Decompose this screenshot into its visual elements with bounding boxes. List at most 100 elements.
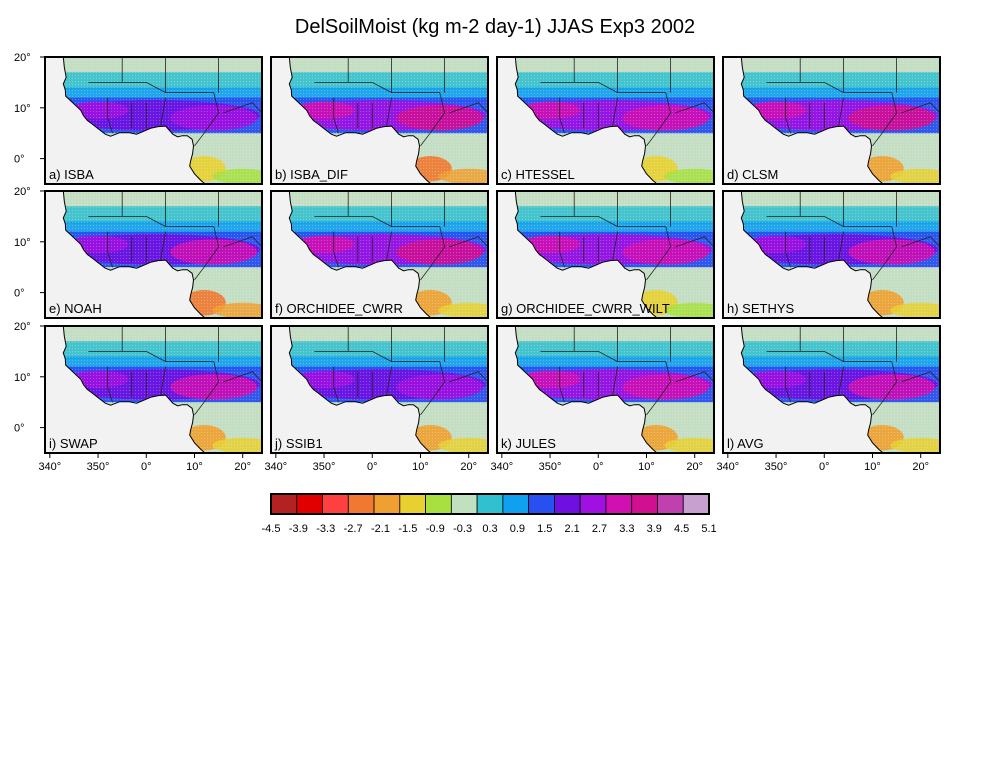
country-border <box>901 371 940 383</box>
country-border <box>646 226 672 281</box>
map-panel: b) ISBA_DIF <box>270 56 489 185</box>
colorbar-swatch <box>554 493 581 515</box>
lat-tick-label: 0° <box>14 423 25 435</box>
colorbar-label: -3.3 <box>316 523 335 535</box>
lat-tick-label: 10° <box>14 372 31 384</box>
country-border <box>766 350 892 363</box>
country-border <box>223 102 262 114</box>
country-border <box>540 350 666 363</box>
coastline <box>62 326 206 453</box>
panel-label: f) ORCHIDEE_CWRR <box>275 301 403 316</box>
lat-tick-label: 10° <box>14 237 31 249</box>
country-border <box>766 82 892 93</box>
country-border <box>160 97 166 126</box>
country-border <box>766 215 892 228</box>
colorbar-label: -4.5 <box>262 523 281 535</box>
panel-frame <box>44 325 263 454</box>
colorbar-label: -2.1 <box>371 523 390 535</box>
lon-tick-label: 350° <box>87 461 110 473</box>
country-border <box>872 92 898 147</box>
panel-label: i) SWAP <box>49 436 98 451</box>
lon-tick-label: 340° <box>264 461 287 473</box>
lon-tick-label: 20° <box>912 461 929 473</box>
lon-tick-label: 340° <box>38 461 61 473</box>
country-border <box>420 226 446 281</box>
panel-frame <box>496 190 715 319</box>
country-border <box>223 371 262 383</box>
colorbar-swatch <box>502 493 530 515</box>
panel-label: h) SETHYS <box>727 301 795 316</box>
country-border <box>449 236 488 248</box>
map-panel: c) HTESSEL <box>496 56 715 185</box>
colorbar-swatch <box>528 493 555 515</box>
colorbar-swatch <box>425 493 452 515</box>
colorbar-swatch <box>270 493 298 515</box>
country-border <box>88 215 214 228</box>
panel-frame <box>270 56 489 185</box>
country-border <box>194 92 220 147</box>
country-border <box>420 92 446 147</box>
colorbar-swatch <box>399 493 426 515</box>
colorbar-label: 0.3 <box>482 523 497 535</box>
colorbar-label: 1.5 <box>537 523 552 535</box>
colorbar-swatch <box>605 493 633 515</box>
country-border <box>646 361 672 416</box>
colorbar-label: -1.5 <box>398 523 417 535</box>
country-border <box>386 97 392 126</box>
panel-label: g) ORCHIDEE_CWRR_WILT <box>501 301 670 316</box>
panel-label: l) AVG <box>727 436 764 451</box>
country-border <box>838 231 844 260</box>
lon-tick-label: 340° <box>490 461 513 473</box>
lon-tick-label: 350° <box>539 461 562 473</box>
country-border <box>107 97 113 134</box>
colorbar-swatch <box>373 493 401 515</box>
coastline <box>288 326 432 453</box>
country-border <box>194 226 220 281</box>
country-border <box>540 82 666 93</box>
lon-tick-label: 20° <box>460 461 477 473</box>
country-border <box>386 231 392 260</box>
map-panel: f) ORCHIDEE_CWRR <box>270 190 489 319</box>
colorbar-label: -2.7 <box>344 523 363 535</box>
lon-tick-label: 0° <box>367 461 378 473</box>
country-border <box>872 226 898 281</box>
country-border <box>540 215 666 228</box>
lon-tick-label: 10° <box>412 461 429 473</box>
country-border <box>449 102 488 114</box>
country-border <box>901 236 940 248</box>
coastline <box>740 57 884 184</box>
country-border <box>785 97 791 134</box>
country-border <box>675 102 714 114</box>
coastline <box>288 191 432 318</box>
country-border <box>88 350 214 363</box>
country-border <box>333 366 339 403</box>
country-border <box>872 361 898 416</box>
colorbar-swatch <box>631 493 658 515</box>
lon-tick-label: 0° <box>593 461 604 473</box>
map-panel: g) ORCHIDEE_CWRR_WILT <box>496 190 715 319</box>
colorbar-label: -0.3 <box>453 523 472 535</box>
colorbar-swatch <box>347 493 375 515</box>
country-border <box>612 97 618 126</box>
colorbar-label: 2.7 <box>592 523 607 535</box>
colorbar-label: -3.9 <box>289 523 308 535</box>
map-panel: h) SETHYS <box>722 190 941 319</box>
map-panel: l) AVG <box>722 325 941 454</box>
colorbar-swatch <box>682 493 710 515</box>
colorbar-swatch <box>579 493 607 515</box>
panel-label: b) ISBA_DIF <box>275 167 348 182</box>
colorbar-swatch <box>322 493 349 515</box>
country-border <box>314 350 440 363</box>
country-border <box>314 82 440 93</box>
panel-frame <box>722 56 941 185</box>
panel-frame <box>722 190 941 319</box>
colorbar-label: 3.9 <box>647 523 662 535</box>
panel-frame <box>496 325 715 454</box>
country-border <box>449 371 488 383</box>
lon-tick-label: 10° <box>186 461 203 473</box>
country-border <box>646 92 672 147</box>
colorbar-label: 4.5 <box>674 523 689 535</box>
country-border <box>333 231 339 268</box>
country-border <box>785 366 791 403</box>
